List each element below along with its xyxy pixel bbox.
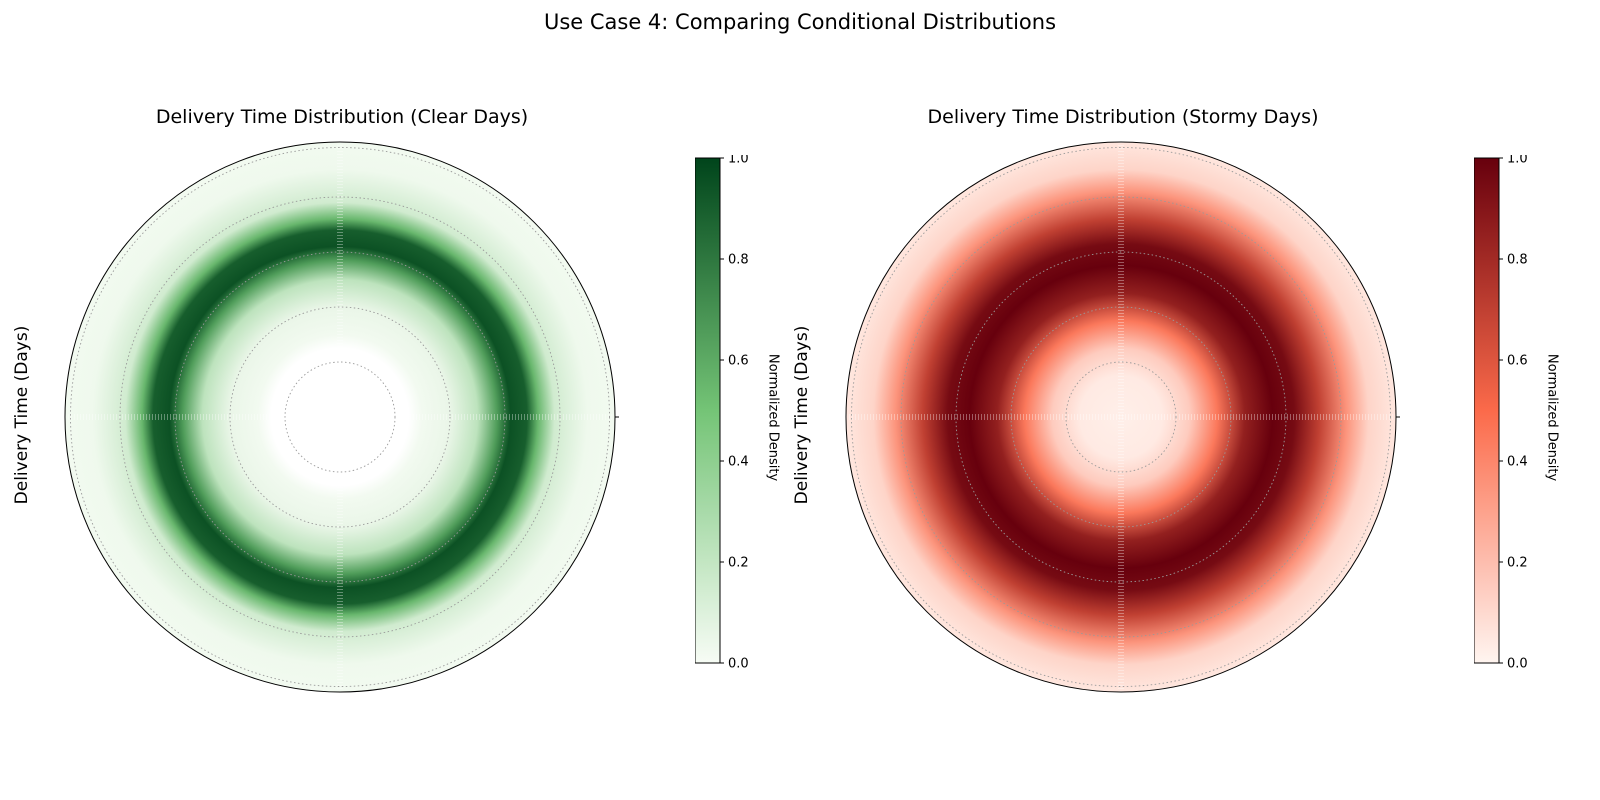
right-chart-title: Delivery Time Distribution (Stormy Days) <box>927 106 1319 128</box>
colorbar-tick-label: 0.0 <box>1507 657 1528 672</box>
colorbar-tick-label: 0.2 <box>728 556 749 571</box>
left-colorbar: 0.0 0.2 0.4 0.6 0.8 1.0 <box>695 155 749 672</box>
left-chart-title: Delivery Time Distribution (Clear Days) <box>155 106 529 128</box>
polar-gridline-1 <box>1065 361 1177 473</box>
colorbar-tick-label: 0.6 <box>728 354 749 369</box>
polar-gridline-5 <box>70 147 610 687</box>
colorbar-tick-label: 1.0 <box>728 155 749 167</box>
colorbar-tick-label: 1.0 <box>1507 155 1528 167</box>
left-chart-ylabel: Delivery Time (Days) <box>12 325 32 505</box>
right-colorbar-label: Normalized Density <box>1544 353 1560 482</box>
polar-gridline-3 <box>174 251 506 583</box>
colorbar-tick-label: 0.4 <box>1507 455 1528 470</box>
colorbar-tick-label: 0.8 <box>728 253 749 268</box>
colorbar-tick-label: 0.2 <box>1507 556 1528 571</box>
polar-gridline-4 <box>119 196 561 638</box>
polar-gridline-1 <box>284 361 396 473</box>
polar-gridline-2 <box>229 306 451 528</box>
polar-gridline-5 <box>851 147 1391 687</box>
right-polar-heatmap <box>845 141 1400 693</box>
polar-gridline-4 <box>900 196 1342 638</box>
polar-gridline-2 <box>1010 306 1232 528</box>
polar-gridline-3 <box>955 251 1287 583</box>
left-colorbar-label: Normalized Density <box>765 353 781 482</box>
colorbar-tick-label: 0.6 <box>1507 354 1528 369</box>
colorbar-tick-label: 0.8 <box>1507 253 1528 268</box>
left-polar-heatmap <box>64 141 619 693</box>
polar-density-disk <box>846 142 1396 692</box>
right-chart-ylabel: Delivery Time (Days) <box>792 325 812 505</box>
colorbar-gradient <box>695 157 721 664</box>
colorbar-tick-label: 0.0 <box>728 657 749 672</box>
colorbar-tick-label: 0.4 <box>728 455 749 470</box>
figure-suptitle: Use Case 4: Comparing Conditional Distri… <box>543 10 1057 34</box>
colorbar-gradient <box>1474 157 1500 664</box>
right-colorbar: 0.0 0.2 0.4 0.6 0.8 1.0 <box>1474 155 1528 672</box>
polar-density-disk <box>65 142 615 692</box>
